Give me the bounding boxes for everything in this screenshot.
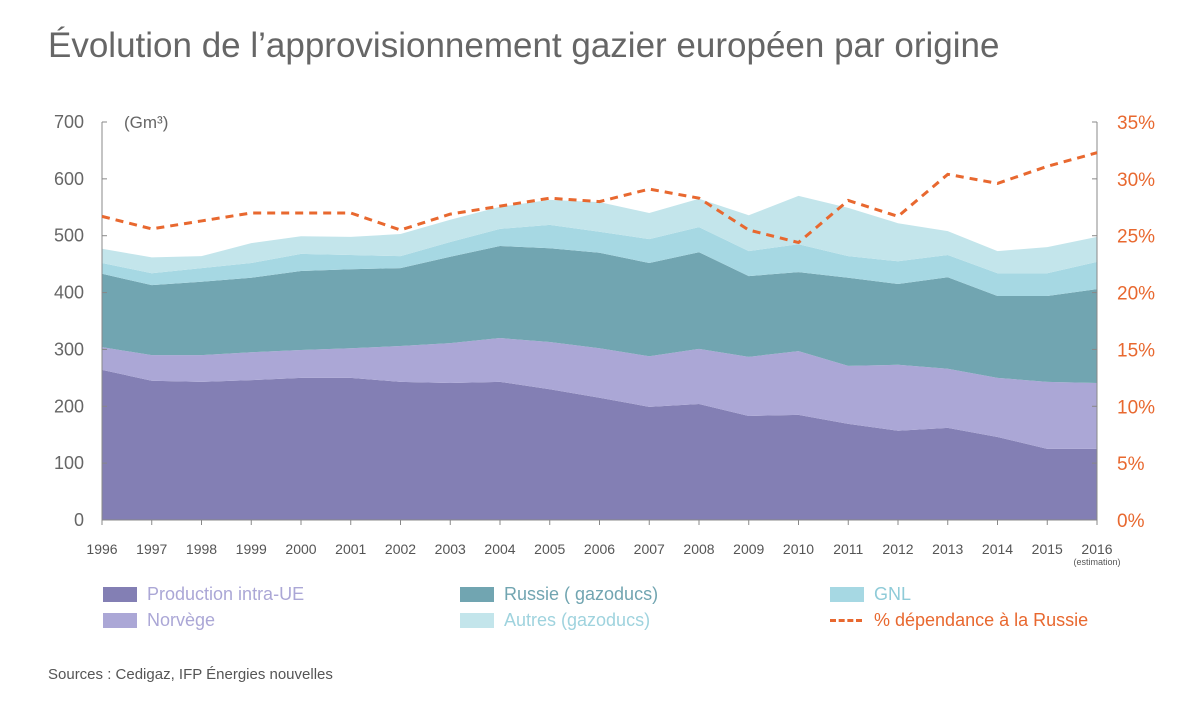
x-tick-label: 2005 bbox=[534, 541, 565, 557]
legend-swatch bbox=[103, 613, 137, 628]
x-tick-label: 2001 bbox=[335, 541, 366, 557]
area-gnl bbox=[102, 224, 1097, 296]
area-norv-ge bbox=[102, 338, 1097, 449]
x-tick-label: 2003 bbox=[435, 541, 466, 557]
y-tick-label: 100 bbox=[54, 453, 84, 473]
y-tick-label: 0 bbox=[74, 510, 84, 530]
x-tick-note: (estimation) bbox=[1073, 557, 1120, 567]
x-tick-label: 2008 bbox=[683, 541, 714, 557]
x-tick-label: 2010 bbox=[783, 541, 814, 557]
x-tick-label: 2006 bbox=[584, 541, 615, 557]
legend-label: Production intra-UE bbox=[147, 584, 305, 604]
legend-item: Production intra-UE bbox=[103, 584, 304, 605]
y2-tick-label: 15% bbox=[1117, 340, 1155, 361]
y-tick-label: 600 bbox=[54, 169, 84, 189]
area-russie-gazoducs bbox=[102, 245, 1097, 383]
x-tick-label: 2016 bbox=[1081, 541, 1112, 557]
y2-tick-label: 5% bbox=[1117, 454, 1145, 475]
sources-note: Sources : Cedigaz, IFP Énergies nouvelle… bbox=[48, 666, 333, 683]
y-tick-label: 700 bbox=[54, 112, 84, 132]
x-tick-label: 2014 bbox=[982, 541, 1013, 557]
x-tick-label: 2000 bbox=[285, 541, 316, 557]
legend-item: % dépendance à la Russie bbox=[830, 610, 1088, 631]
legend-item: Autres (gazoducs) bbox=[460, 610, 650, 631]
x-tick-label: 2012 bbox=[882, 541, 913, 557]
y-tick-label: 300 bbox=[54, 339, 84, 359]
legend-label: GNL bbox=[874, 584, 912, 604]
legend-label: % dépendance à la Russie bbox=[874, 610, 1089, 630]
legend-item: GNL bbox=[830, 584, 911, 605]
x-tick-label: 2004 bbox=[484, 541, 515, 557]
legend-item: Russie ( gazoducs) bbox=[460, 584, 658, 605]
legend-item: Norvège bbox=[103, 610, 215, 631]
line-dependance-russie bbox=[101, 151, 1098, 245]
x-tick-label: 2015 bbox=[1032, 541, 1063, 557]
legend-swatch bbox=[460, 587, 494, 602]
x-tick-label: 1996 bbox=[86, 541, 117, 557]
legend-swatch bbox=[830, 587, 864, 602]
area-autres-gazoducs bbox=[102, 195, 1097, 274]
y-tick-label: 500 bbox=[54, 226, 84, 246]
x-tick-label: 2007 bbox=[634, 541, 665, 557]
y2-tick-label: 35% bbox=[1117, 113, 1155, 134]
y-axis-label: (Gm³) bbox=[124, 113, 168, 132]
x-tick-label: 1998 bbox=[186, 541, 217, 557]
y2-tick-label: 10% bbox=[1117, 397, 1155, 418]
legend-label: Autres (gazoducs) bbox=[504, 610, 651, 630]
x-tick-label: 2011 bbox=[833, 541, 863, 557]
y2-tick-label: 0% bbox=[1117, 511, 1145, 532]
x-tick-label: 2013 bbox=[932, 541, 963, 557]
chart-title: Évolution de l’approvisionnement gazier … bbox=[48, 26, 1000, 65]
y2-tick-label: 25% bbox=[1117, 227, 1155, 248]
legend-dash bbox=[830, 619, 862, 622]
y-tick-label: 400 bbox=[54, 283, 84, 303]
y2-tick-label: 20% bbox=[1117, 284, 1155, 305]
legend-swatch bbox=[460, 613, 494, 628]
x-tick-label: 2009 bbox=[733, 541, 764, 557]
y2-tick-label: 30% bbox=[1117, 170, 1155, 191]
legend-swatch bbox=[103, 587, 137, 602]
legend-label: Norvège bbox=[147, 610, 216, 630]
x-tick-label: 2002 bbox=[385, 541, 416, 557]
y-tick-label: 200 bbox=[54, 396, 84, 416]
x-tick-label: 1999 bbox=[236, 541, 267, 557]
area-production-intra-ue bbox=[102, 369, 1097, 520]
legend-label: Russie ( gazoducs) bbox=[504, 584, 659, 604]
x-tick-label: 1997 bbox=[136, 541, 167, 557]
